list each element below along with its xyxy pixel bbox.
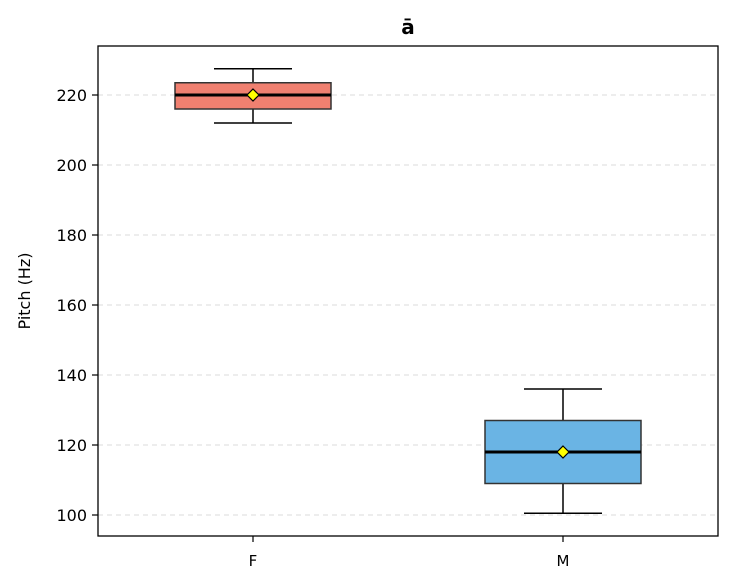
chart-title: ā [401,15,415,39]
box-group-F [174,68,332,124]
y-axis-ticks: 100 120 140 160 180 200 220 [56,86,98,525]
boxes [174,68,642,514]
mean-marker [246,88,260,102]
y-axis-label: Pitch (Hz) [15,253,34,330]
mean-marker [556,445,570,459]
x-tick-label: F [249,552,258,570]
y-tick-label: 160 [56,296,87,315]
y-tick-label: 180 [56,226,87,245]
x-tick-label: M [557,552,570,570]
plot-frame [97,45,719,537]
y-tick-label: 100 [56,506,87,525]
y-tick-label: 120 [56,436,87,455]
box-group-M [484,388,642,514]
y-tick-label: 200 [56,156,87,175]
y-tick-label: 220 [56,86,87,105]
y-tick-label: 140 [56,366,87,385]
